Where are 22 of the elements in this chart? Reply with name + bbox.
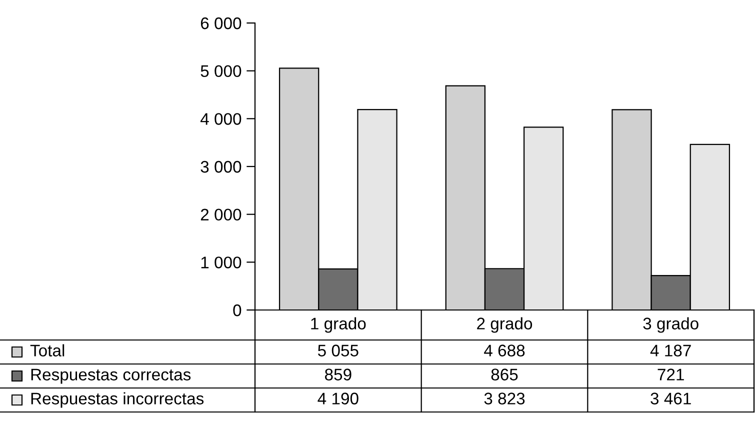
y-tick-label: 5 000 (200, 65, 242, 78)
x-tick-label: 2 grado (477, 317, 532, 333)
data-label: 5 055 (318, 344, 358, 356)
data-label: 865 (491, 368, 518, 380)
y-tick-label: 3 000 (200, 160, 242, 173)
data-label: 3 461 (650, 392, 691, 404)
legend-label: Total (30, 344, 64, 356)
legend-label: Respuestas incorrectas (31, 392, 204, 408)
y-tick-label: 4 000 (200, 113, 242, 125)
y-tick-label: 6 000 (200, 17, 242, 30)
y-tick-label: 1 000 (201, 256, 242, 268)
data-label: 4 688 (484, 344, 525, 356)
x-tick-label: 3 grado (643, 317, 698, 333)
data-label: 3 823 (484, 392, 525, 404)
y-tick-label: 2 000 (200, 208, 242, 221)
x-tick-label: 1 grado (311, 317, 366, 333)
data-label: 721 (658, 368, 684, 380)
y-tick-label: 0 (233, 304, 242, 316)
legend-label: Respuestas correctas (31, 368, 191, 384)
data-label: 4 190 (318, 392, 358, 404)
data-label: 4 187 (650, 344, 691, 356)
data-label: 859 (324, 368, 352, 380)
